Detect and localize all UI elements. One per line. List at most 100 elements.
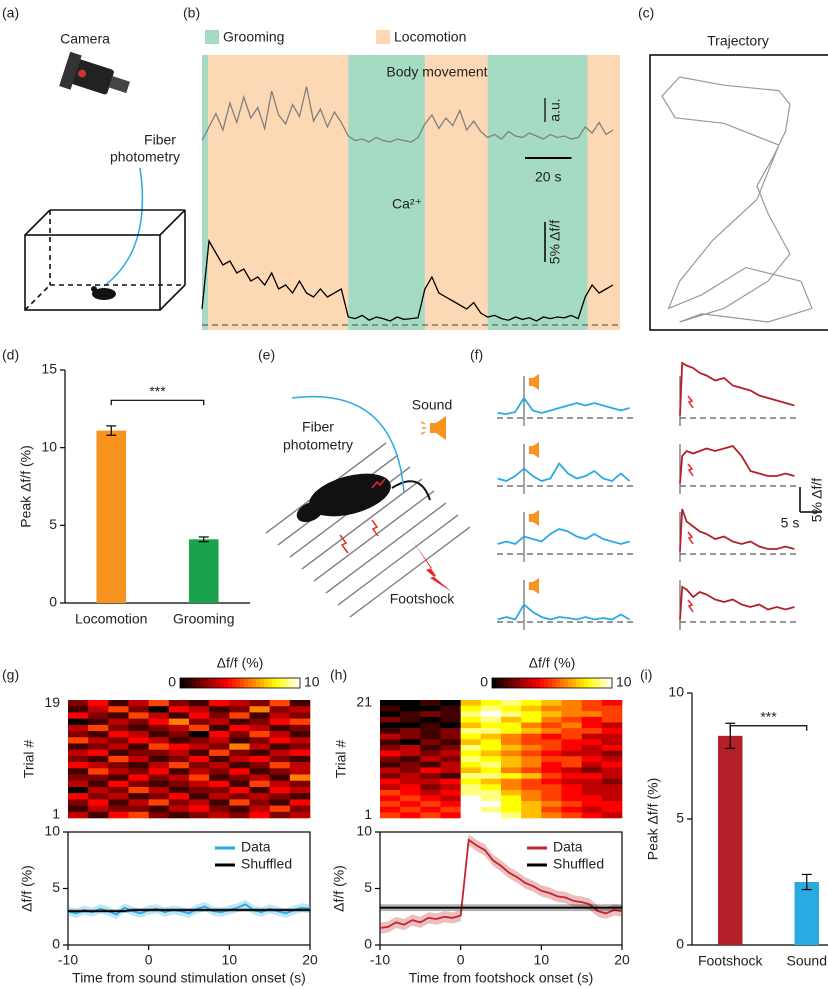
heatmap-cell <box>108 774 129 782</box>
heatmap-cell <box>601 806 623 813</box>
heatmap-cell <box>601 795 623 802</box>
scalebar-label: 5% Δf/f <box>547 220 563 264</box>
heatmap-cell <box>581 744 603 751</box>
trace <box>497 528 630 545</box>
heatmap-cell <box>128 706 149 713</box>
heatmap-cell <box>521 739 542 746</box>
heatmap-cell <box>189 805 210 813</box>
x-axis-label: Time from sound stimulation onset (s) <box>72 970 306 986</box>
colorbar-step <box>256 678 261 688</box>
fiber-label: Fiber <box>144 132 176 148</box>
heatmap-cell <box>581 756 603 763</box>
colorbar-step <box>604 678 609 688</box>
heatmap-cell <box>229 737 250 744</box>
scalebar-label: a.u. <box>547 98 563 121</box>
colorbar-tick-label: 10 <box>616 674 632 690</box>
y-axis-label: Peak Δf/f (%) <box>645 778 661 860</box>
heatmap-cell <box>128 755 149 763</box>
heatmap-cell <box>148 805 170 813</box>
heatmap-cell <box>601 722 623 729</box>
heatmap-cell <box>88 700 109 707</box>
heatmap-cell <box>209 762 230 769</box>
x-tick-label: Sound <box>787 953 827 969</box>
heatmap-cell <box>168 811 190 819</box>
colorbar-step <box>260 678 265 688</box>
heatmap-cell <box>521 784 542 791</box>
heatmap-cell <box>289 811 311 819</box>
heatmap-cell <box>249 700 270 707</box>
heatmap-cell <box>460 705 482 712</box>
heatmap-cell <box>168 805 190 813</box>
heatmap-cell <box>289 712 311 719</box>
heatmap-cell <box>289 731 311 738</box>
heatmap-cell <box>420 733 441 740</box>
heatmap-cell <box>501 744 522 751</box>
heatmap-cell <box>581 812 603 819</box>
chart-title: Trajectory <box>707 33 769 49</box>
heatmap-cell <box>601 733 623 740</box>
heatmap-cell <box>68 731 89 738</box>
fiber <box>291 395 405 493</box>
heatmap-cell <box>209 774 230 782</box>
trajectory <box>661 76 813 323</box>
heatmap-cell <box>420 744 441 751</box>
colorbar-step <box>208 678 213 688</box>
heatmap-cell <box>501 761 522 768</box>
speaker-icon <box>420 416 446 440</box>
heatmap-cell <box>148 793 170 800</box>
heatmap-cell <box>380 795 401 802</box>
heatmap-cell <box>269 811 291 819</box>
heatmap-cell <box>400 778 421 785</box>
heatmap-cell <box>269 793 291 800</box>
y-tick-label: 10 <box>356 823 372 839</box>
x-tick-label: -10 <box>370 952 390 968</box>
heatmap-cell <box>289 706 311 713</box>
colorbar-step <box>264 678 269 688</box>
heatmap-cell <box>541 744 562 751</box>
heatmap-cell <box>561 795 582 802</box>
colorbar-step <box>544 678 549 688</box>
heatmap-cell <box>229 780 250 788</box>
heatmap-cell <box>440 700 461 706</box>
heatmap-cell <box>88 718 109 726</box>
heatmap-cell <box>440 750 461 757</box>
heatmap-cell <box>229 700 250 707</box>
colorbar-step <box>296 678 301 688</box>
heatmap-cell <box>480 778 502 785</box>
heatmap-cell <box>420 773 441 779</box>
heatmap-cell <box>561 728 582 735</box>
heatmap-cell <box>460 778 482 785</box>
bar <box>188 539 219 603</box>
panel-label: (a) <box>2 5 19 21</box>
heatmap-cell <box>420 739 441 746</box>
sound-label: Sound <box>412 397 452 413</box>
heatmap-cell <box>480 756 502 763</box>
heatmap-cell <box>269 731 291 738</box>
heatmap-cell <box>501 795 522 802</box>
heatmap-cell <box>460 801 482 808</box>
heatmap-cell <box>420 722 441 729</box>
bar <box>718 735 743 945</box>
heatmap-cell <box>400 711 421 718</box>
heatmap-cell <box>168 793 190 800</box>
heatmap-cell <box>229 762 250 769</box>
heatmap-cell <box>561 761 582 768</box>
heatmap-cell <box>380 750 401 757</box>
heatmap-cell <box>521 778 542 785</box>
heatmap-cell <box>561 778 582 785</box>
heatmap-cell <box>581 722 603 729</box>
heatmap-cell <box>168 712 190 719</box>
heatmap-cell <box>400 756 421 763</box>
heatmap-cell <box>289 774 311 782</box>
heatmap-cell <box>168 731 190 738</box>
heatmap-cell <box>148 724 170 732</box>
heatmap-cell <box>128 786 149 794</box>
heatmap-cell <box>88 799 109 806</box>
heatmap-cell <box>148 712 170 719</box>
colorbar-step <box>180 678 185 688</box>
heatmap-cell <box>460 739 482 746</box>
heatmap-cell <box>229 793 250 800</box>
y-tick-label: 5 <box>52 879 60 895</box>
heatmap-cell <box>480 711 502 718</box>
heatmap-cell <box>581 700 603 706</box>
